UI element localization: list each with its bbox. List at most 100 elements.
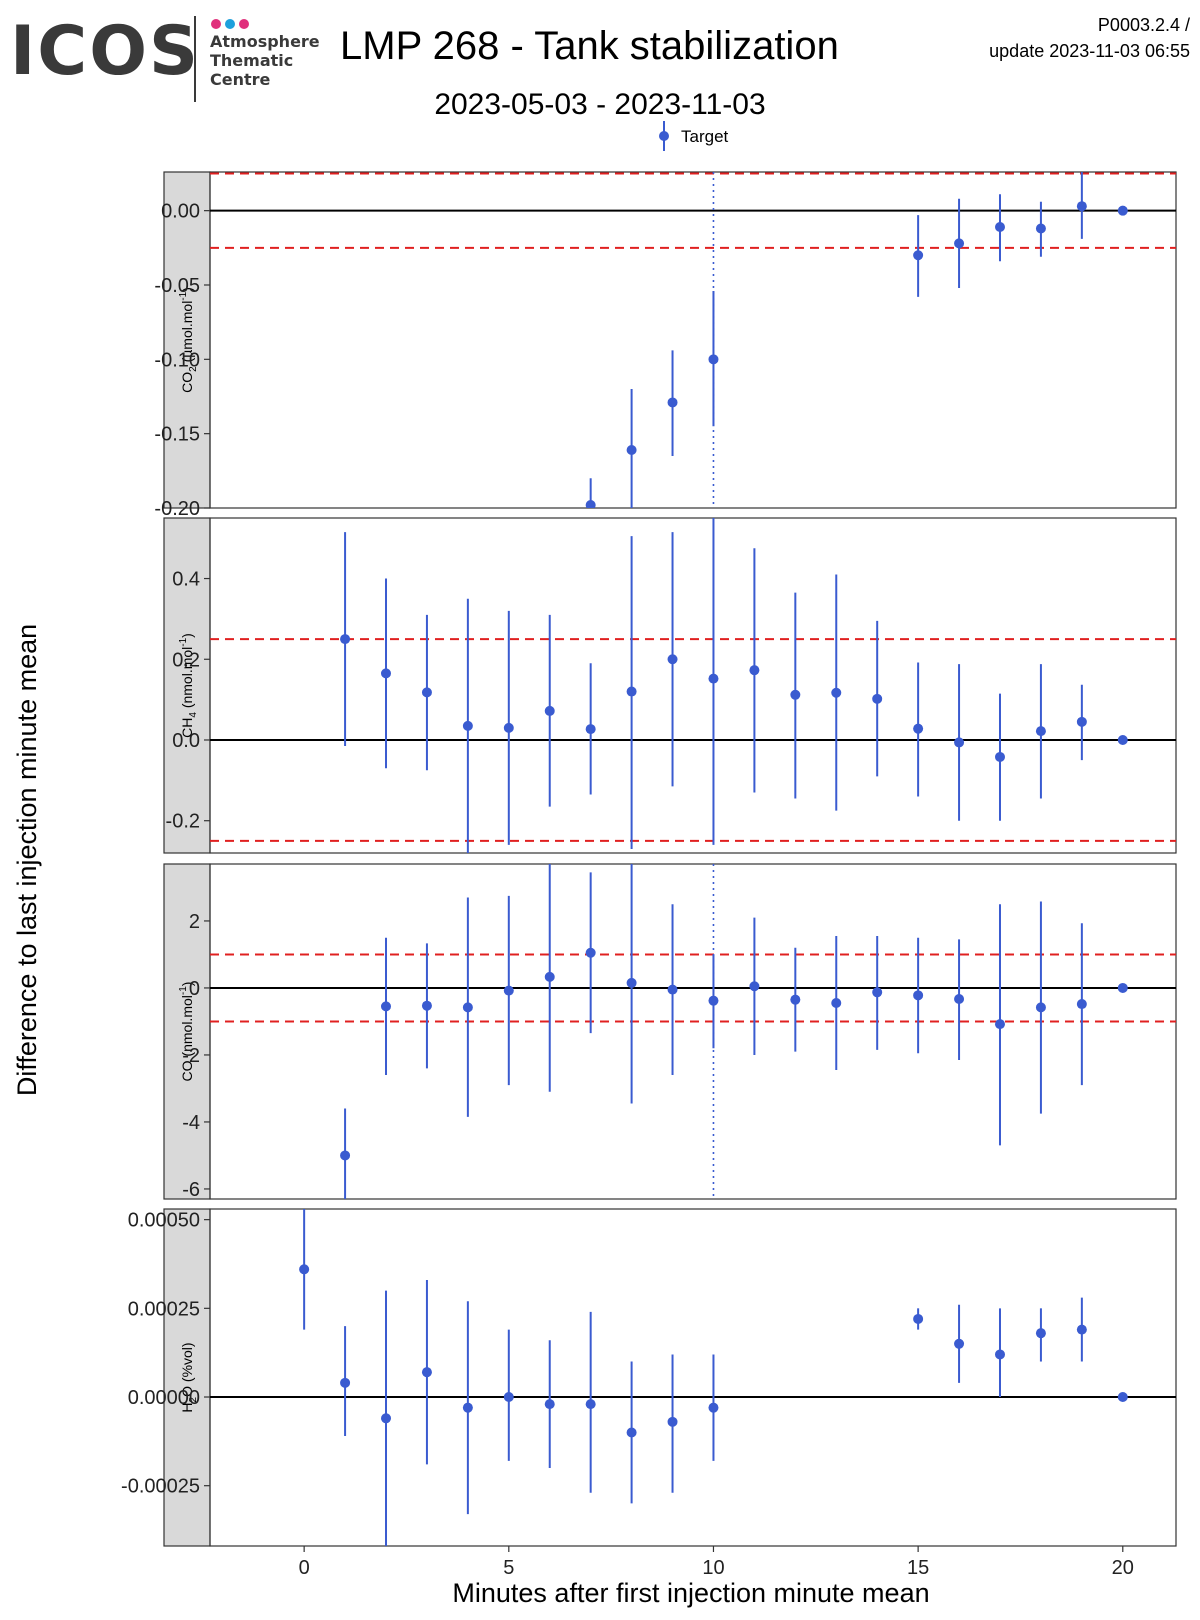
panel-frame (209, 517, 1177, 854)
data-point (421, 1000, 432, 1011)
data-point (831, 687, 842, 698)
data-point (708, 1402, 719, 1413)
strip-label: CH4 (nmol.mol-1) (178, 633, 199, 738)
y-tick-label: 0.00050 (128, 1210, 200, 1232)
x-tick-label: 0 (299, 1557, 310, 1579)
icos-logo: ICOS (10, 12, 200, 91)
y-tick-label: -0.2 (166, 811, 200, 833)
data-point (544, 705, 555, 716)
y-tick-label: 2 (189, 911, 200, 933)
data-point (708, 673, 719, 684)
data-point (667, 397, 678, 408)
panel-frame (209, 171, 1177, 509)
data-point (462, 1002, 473, 1013)
x-tick-label: 5 (503, 1557, 514, 1579)
y-tick-label: -0.00025 (121, 1476, 200, 1498)
data-point (913, 990, 924, 1001)
logo-subtitle: Atmosphere Thematic Centre (210, 32, 320, 89)
panel-plot-area (210, 518, 1176, 853)
data-point (994, 1019, 1005, 1030)
data-point (994, 1349, 1005, 1360)
logo-sub-line: Atmosphere (210, 32, 320, 51)
strip-label: H2O (%vol) (179, 1342, 199, 1412)
x-tick-label: 20 (1112, 1557, 1134, 1579)
data-point (749, 665, 760, 676)
data-point (421, 687, 432, 698)
facet-strip (163, 1208, 211, 1547)
panel-plot-area (210, 172, 1176, 508)
data-point (340, 634, 351, 645)
data-point (585, 1399, 596, 1410)
data-point (790, 994, 801, 1005)
x-axis-title: Minutes after first injection minute mea… (452, 1578, 929, 1608)
data-point (626, 1427, 637, 1438)
data-point (462, 720, 473, 731)
panel-co2: CO2 (µmol.mol-1) 0.00 -0.05 -0.10 -0.15 -0.20 (154, 171, 1177, 520)
data-point (1076, 716, 1087, 727)
data-point (790, 689, 801, 700)
data-point (1117, 205, 1128, 216)
data-point (585, 724, 596, 735)
data-point (1076, 1324, 1087, 1335)
y-tick-label: 0.00025 (128, 1298, 200, 1320)
legend-label: Target (681, 127, 729, 146)
data-point (708, 354, 719, 365)
chart-subtitle: 2023-05-03 - 2023-11-03 (434, 88, 766, 121)
panel-plot-area (210, 1209, 1176, 1546)
facet-strip (163, 863, 211, 1200)
panel-frame (209, 1208, 1177, 1547)
y-tick-label: -0.15 (154, 424, 200, 446)
y-tick-label: -0.20 (154, 498, 200, 520)
legend-key-point (659, 131, 669, 141)
y-tick-label: -0.05 (154, 275, 200, 297)
y-tick-label: 0.00 (161, 201, 200, 223)
data-point (626, 445, 637, 456)
data-point (708, 995, 719, 1006)
data-point (872, 987, 883, 998)
logo-sub-line: Centre (210, 70, 271, 89)
data-point (1117, 734, 1128, 745)
x-tick-label: 10 (702, 1557, 724, 1579)
update-info: P0003.2.4 / update 2023-11-03 06:55 (989, 12, 1190, 64)
data-point (340, 1150, 351, 1161)
data-point (667, 1416, 678, 1427)
data-point (994, 751, 1005, 762)
data-point (381, 1413, 392, 1424)
panel-ch4: CH4 (nmol.mol-1) 0.4 0.2 0.0 -0.2 (163, 517, 1177, 854)
data-point (421, 1367, 432, 1378)
panel-plot-area (210, 864, 1176, 1199)
y-tick-label: -2 (182, 1045, 200, 1067)
panel-h2o: H2O (%vol) 0.00050 0.00025 0.00000 -0.00025 (121, 1208, 1177, 1547)
legend: Target (659, 121, 729, 151)
product-code: P0003.2.4 / (1097, 15, 1190, 35)
data-point (954, 1338, 965, 1349)
x-tick-label: 15 (907, 1557, 929, 1579)
data-point (831, 998, 842, 1009)
data-point (544, 1399, 555, 1410)
y-tick-label: -4 (182, 1112, 200, 1134)
data-point (667, 984, 678, 995)
strip-label: CO (nmol.mol-1) (178, 982, 195, 1082)
data-point (585, 500, 596, 508)
data-point (1035, 1328, 1046, 1339)
data-point (1035, 223, 1046, 234)
data-point (1117, 1392, 1128, 1403)
data-point (503, 722, 514, 733)
data-point (954, 737, 965, 748)
data-point (872, 693, 883, 704)
data-point (667, 654, 678, 665)
data-point (1035, 1002, 1046, 1013)
data-point (544, 971, 555, 982)
data-point (462, 1402, 473, 1413)
data-point (626, 977, 637, 988)
data-point (1076, 201, 1087, 212)
y-tick-label: -6 (182, 1179, 200, 1201)
data-point (954, 994, 965, 1005)
panel-co: CO (nmol.mol-1) 2 0 -2 -4 -6 (163, 863, 1177, 1201)
chart-title: LMP 268 - Tank stabilization (340, 24, 839, 68)
data-point (1117, 982, 1128, 993)
data-point (299, 1264, 310, 1275)
data-point (749, 981, 760, 992)
y-tick-label: 0.2 (172, 649, 200, 671)
data-point (1035, 726, 1046, 737)
